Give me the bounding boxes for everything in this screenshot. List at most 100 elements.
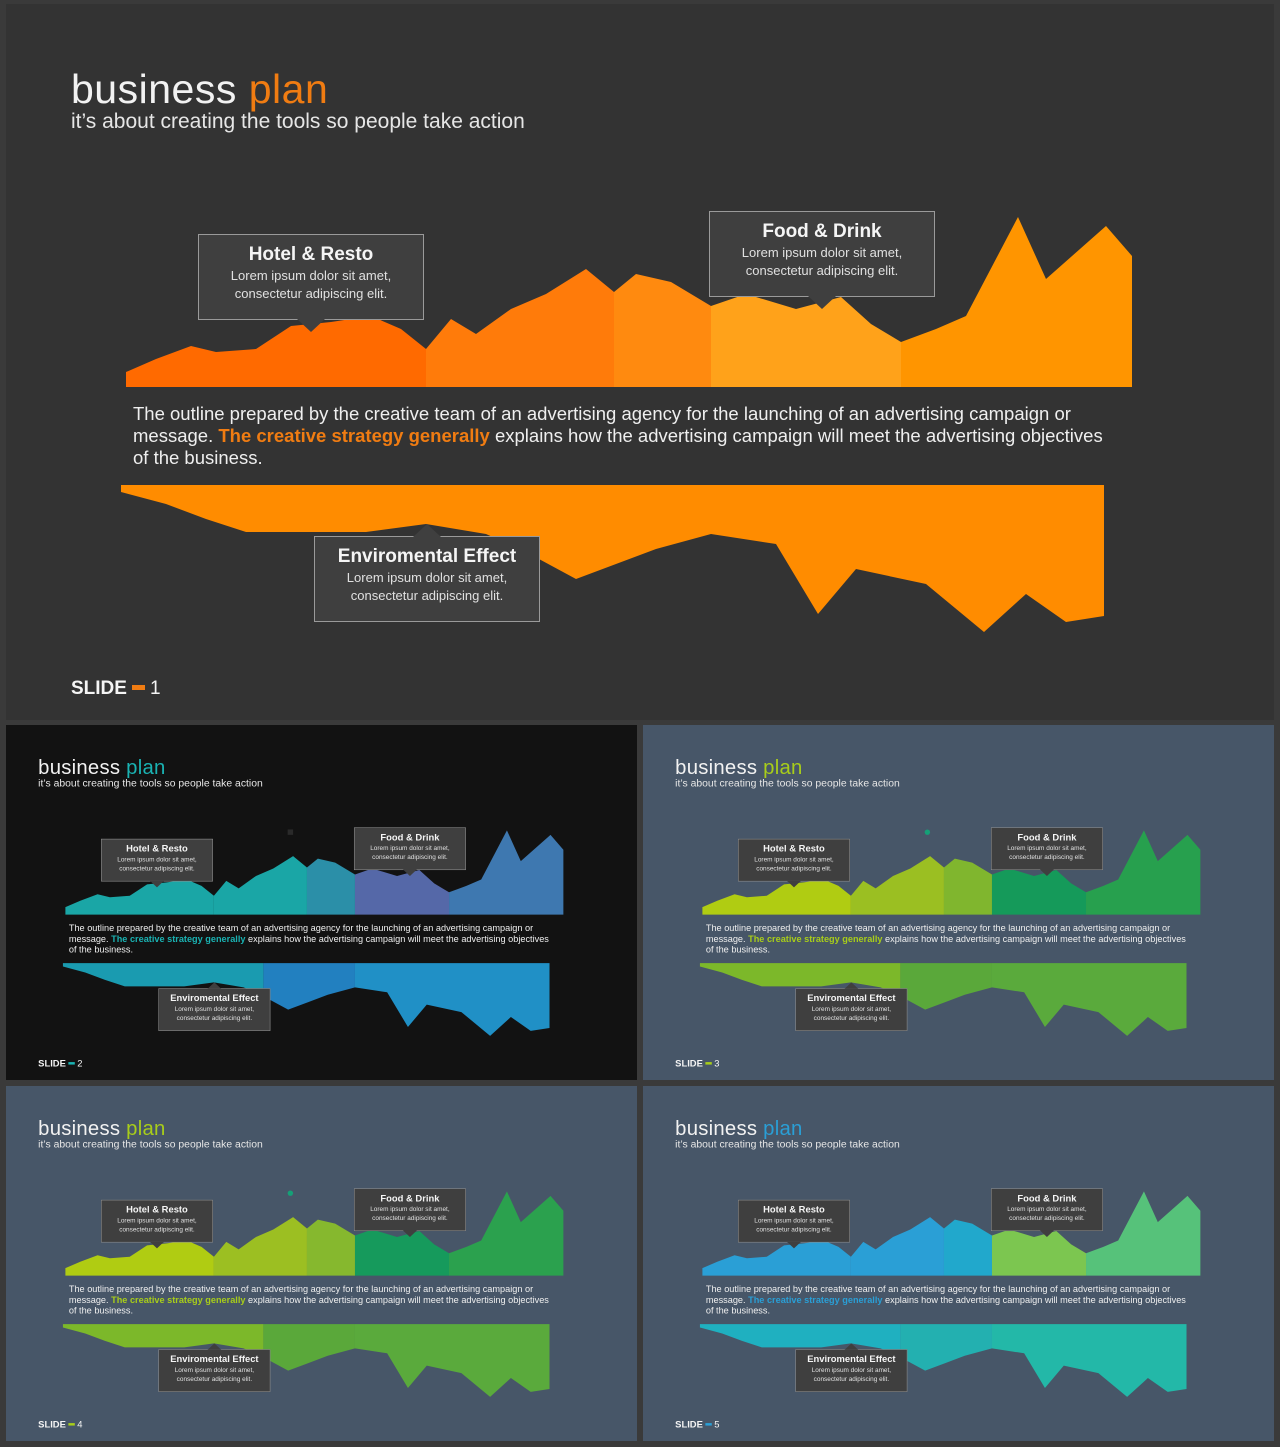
callout-pointer [150, 1241, 164, 1249]
callout-food-drink: Food & Drink Lorem ipsum dolor sit amet,… [353, 1188, 466, 1237]
upper-area-segment [711, 294, 901, 387]
callout-hotel-resto: Hotel & Resto Lorem ipsum dolor sit amet… [738, 838, 850, 888]
slide-dash-icon [131, 684, 145, 690]
upper-area-segment [449, 830, 564, 915]
callout-title: Enviromental Effect [807, 1354, 896, 1365]
lower-area-segment [900, 963, 992, 1010]
upper-area-segment [426, 269, 614, 387]
callout-line1: Lorem ipsum dolor sit amet, [811, 1005, 892, 1013]
slide-canvas: business plan it’s about creating the to… [6, 1086, 637, 1441]
callout-title: Food & Drink [380, 1193, 440, 1204]
callout-pointer [808, 296, 836, 309]
callout-title: Food & Drink [762, 221, 882, 242]
area-chart [62, 1191, 564, 1397]
upper-area-segment [65, 1240, 214, 1276]
slide-dash-icon [705, 1423, 712, 1426]
slide-4: business plan it’s about creating the to… [6, 1086, 637, 1441]
callout-environmental-effect: Enviromental Effect Lorem ipsum dolor si… [158, 982, 271, 1031]
body-highlight: The creative strategy generally [111, 1294, 246, 1305]
upper-area-segment [614, 274, 711, 387]
callout-line2: consectetur adipiscing elit. [813, 1014, 890, 1022]
callout-line2: consectetur adipiscing elit. [745, 263, 899, 278]
callout-hotel-resto: Hotel & Resto Lorem ipsum dolor sit amet… [101, 838, 213, 888]
slide-title: business plan [38, 1116, 166, 1140]
slide-subtitle: it’s about creating the tools so people … [675, 1138, 900, 1150]
lower-area-segment [991, 1324, 1187, 1397]
callout-title: Hotel & Resto [763, 843, 825, 855]
upper-area-segment [213, 856, 307, 915]
slide-2: business plan it’s about creating the to… [6, 725, 637, 1080]
body-highlight: The creative strategy generally [748, 933, 883, 944]
lower-area-segment [900, 1324, 992, 1371]
side-marker [287, 829, 294, 835]
upper-area-segment [991, 1229, 1087, 1276]
body-highlight: The creative strategy generally [218, 425, 490, 446]
callout-line2: consectetur adipiscing elit. [176, 1014, 253, 1022]
callout-title: Enviromental Effect [170, 993, 259, 1004]
callout-line2: consectetur adipiscing elit. [756, 1225, 832, 1234]
callout-title: Hotel & Resto [126, 843, 188, 855]
callout-line1: Lorem ipsum dolor sit amet, [174, 1005, 255, 1013]
lower-area-segment [62, 1324, 264, 1358]
area-chart [699, 1191, 1201, 1397]
callout-pointer [413, 524, 441, 537]
area-chart [121, 217, 1132, 632]
upper-area-segment [354, 868, 450, 915]
slide-title: business plan [675, 1116, 803, 1140]
callout-hotel-resto: Hotel & Resto Lorem ipsum dolor sit amet… [738, 1199, 850, 1249]
slide-dash-icon [705, 1062, 712, 1065]
lower-area-segment [263, 1324, 355, 1371]
slide-canvas: business plan it’s about creating the to… [643, 725, 1274, 1080]
body-paragraph: The outline prepared by the creative tea… [68, 1283, 549, 1316]
callout-environmental-effect: Enviromental Effect Lorem ipsum dolor si… [795, 982, 908, 1031]
callout-line2: consectetur adipiscing elit. [813, 1375, 890, 1383]
side-marker [287, 1190, 294, 1196]
lower-area-segment [699, 1324, 901, 1358]
callout-title: Hotel & Resto [126, 1204, 188, 1216]
callout-line1: Lorem ipsum dolor sit amet, [811, 1366, 892, 1374]
upper-area-segment [702, 879, 851, 915]
callout-line2: consectetur adipiscing elit. [1009, 1214, 1085, 1222]
callout-title: Food & Drink [1017, 832, 1077, 843]
callout-title: Hotel & Resto [248, 244, 374, 265]
callout-pointer [1039, 869, 1054, 876]
callout-line2: consectetur adipiscing elit. [372, 853, 448, 861]
callout-environmental-effect: Enviromental Effect Lorem ipsum dolor si… [795, 1343, 908, 1392]
callout-pointer [787, 1241, 801, 1249]
upper-area-segment [449, 1191, 564, 1276]
callout-pointer [402, 1230, 417, 1237]
body-highlight: The creative strategy generally [111, 933, 246, 944]
callout-food-drink: Food & Drink Lorem ipsum dolor sit amet,… [353, 827, 466, 876]
lower-area-segment [62, 963, 264, 997]
slide-number: SLIDE 1 [71, 678, 161, 699]
callout-title: Hotel & Resto [763, 1204, 825, 1216]
callout-line1: Lorem ipsum dolor sit amet, [370, 1205, 450, 1213]
callout-line2: consectetur adipiscing elit. [1009, 853, 1085, 861]
lower-area-segment [526, 485, 711, 579]
upper-area-segment [943, 858, 992, 915]
callout-pointer [297, 319, 325, 332]
callout-pointer [207, 1343, 222, 1350]
upper-area-segment [901, 217, 1132, 387]
callout-line1: Lorem ipsum dolor sit amet, [174, 1366, 255, 1374]
lower-area-segment [711, 485, 1104, 632]
slide-number-value: 4 [77, 1419, 83, 1431]
lower-area-segment [354, 1324, 550, 1397]
callout-title: Enviromental Effect [170, 1354, 259, 1365]
callout-hotel-resto: Hotel & Resto Lorem ipsum dolor sit amet… [198, 234, 424, 332]
upper-area-segment [354, 1229, 450, 1276]
upper-area-segment [306, 1219, 355, 1276]
callout-line2: consectetur adipiscing elit. [372, 1214, 448, 1222]
callout-pointer [844, 1343, 859, 1350]
slide-title: business plan [38, 755, 166, 779]
upper-area-segment [126, 316, 426, 387]
upper-area-segment [213, 1217, 307, 1276]
slide-canvas: business plan it’s about creating the to… [6, 725, 637, 1080]
callout-environmental-effect: Enviromental Effect Lorem ipsum dolor si… [314, 524, 540, 622]
slide-subtitle: it’s about creating the tools so people … [38, 777, 263, 789]
callout-title: Enviromental Effect [807, 993, 896, 1004]
slide-number: SLIDE 5 [675, 1419, 720, 1431]
upper-area-segment [306, 858, 355, 915]
callout-line1: Lorem ipsum dolor sit amet, [230, 268, 392, 283]
callout-line2: consectetur adipiscing elit. [119, 864, 195, 873]
